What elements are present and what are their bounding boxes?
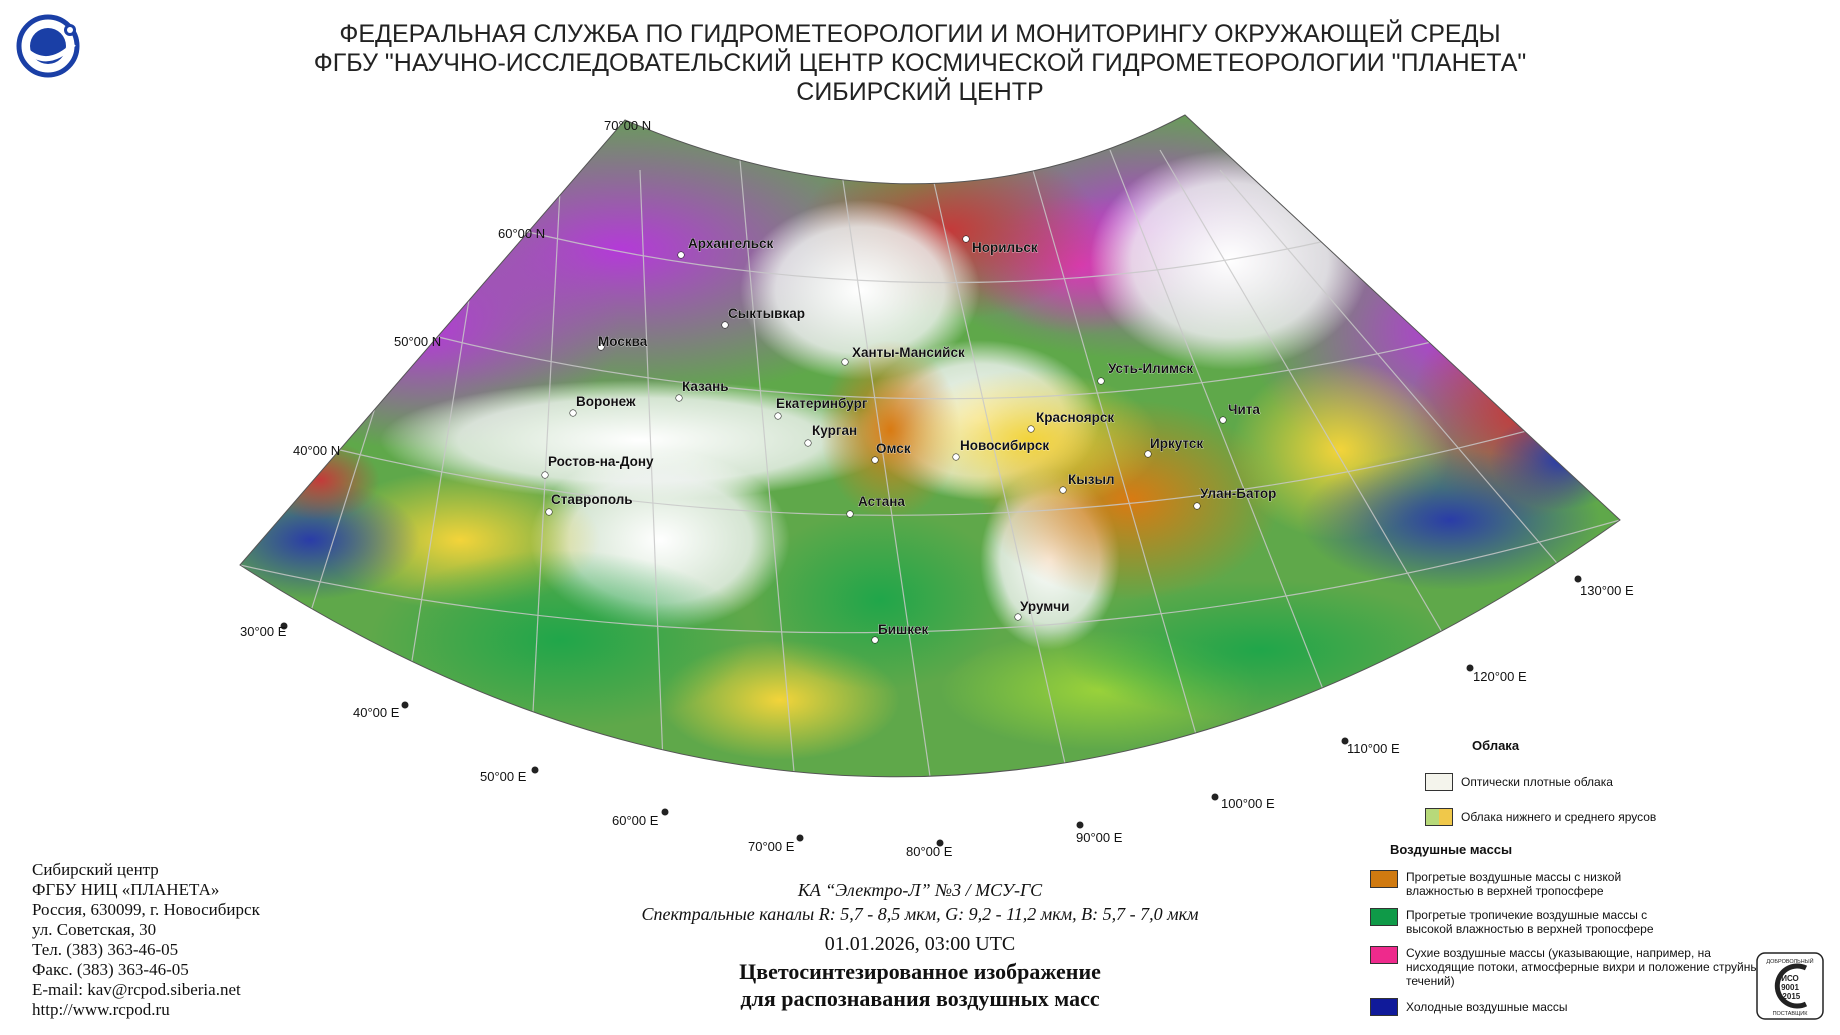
city-voronezh: Воронеж (576, 394, 636, 409)
city-rostov-on-don: Ростов-на-Дону (548, 454, 654, 469)
page-header: ФЕДЕРАЛЬНАЯ СЛУЖБА ПО ГИДРОМЕТЕОРОЛОГИИ … (150, 20, 1690, 107)
city-novosibirsk: Новосибирск (960, 438, 1049, 453)
legend-airmass-title: Воздушные массы (1390, 842, 1513, 857)
city-khanty-mansiysk: Ханты-Мансийск (852, 345, 965, 360)
legend-swatch (1370, 870, 1398, 888)
lon-label-50: 50°00 E (480, 769, 527, 784)
legend-clouds-title: Облака (1472, 738, 1520, 753)
legend-item-tropical-moist: Прогретые тропичекие воздушные массы с в… (1370, 908, 1656, 936)
legend-label: Холодные воздушные массы (1406, 1000, 1568, 1014)
legend-item-low-mid-clouds: Облака нижнего и среднего ярусов (1425, 808, 1811, 826)
legend-label: Облака нижнего и среднего ярусов (1461, 810, 1657, 824)
lat-label-60: 60°00 N (498, 226, 545, 241)
contact-line: Тел. (383) 363-46-05 (32, 940, 179, 959)
lon-label-40: 40°00 E (353, 705, 400, 720)
lon-label-60: 60°00 E (612, 813, 659, 828)
contact-website[interactable]: http://www.rcpod.ru (32, 1000, 170, 1019)
iso-certification-badge: ДОБРОВОЛЬНЫЙ ИСО 9001 -2015 ПОСТАВЩИК (1756, 952, 1824, 1020)
contact-line: Сибирский центр (32, 860, 159, 879)
map-frame (239, 114, 1621, 778)
graticule (240, 149, 1620, 777)
lon-label-70: 70°00 E (748, 839, 795, 854)
header-line-2: ФГБУ "НАУЧНО-ИССЛЕДОВАТЕЛЬСКИЙ ЦЕНТР КОС… (313, 49, 1527, 77)
legend-label: Сухие воздушные массы (указывающие, напр… (1406, 946, 1766, 988)
legend-swatch (1370, 998, 1398, 1016)
city-kazan: Казань (682, 379, 729, 394)
satellite-image (240, 115, 1620, 777)
iso-bottom-text: ПОСТАВЩИК (1773, 1011, 1809, 1017)
lon-label-100: 100°00 E (1221, 796, 1275, 811)
planeta-logo-icon (16, 14, 80, 78)
image-title-1: Цветосинтезированное изображение (739, 959, 1101, 984)
legend-swatch (1370, 908, 1398, 926)
lat-label-50: 50°00 N (394, 334, 441, 349)
city-irkutsk: Иркутск (1150, 436, 1203, 451)
lon-label-80: 80°00 E (906, 844, 953, 859)
city-arkhangelsk: Архангельск (688, 236, 774, 251)
city-astana: Астана (858, 494, 905, 509)
image-title-2: для распознавания воздушных масс (740, 986, 1100, 1011)
image-datetime: 01.01.2026, 03:00 UTC (824, 933, 1016, 955)
city-moscow: Москва (598, 334, 648, 349)
city-kurgan: Курган (812, 423, 857, 438)
city-chita: Чита (1228, 402, 1260, 417)
contact-email[interactable]: E-mail: kav@rcpod.siberia.net (32, 980, 241, 999)
legend-swatch (1425, 808, 1453, 826)
satellite-name: КА “Электро-Л” №3 / МСУ-ГС (797, 880, 1043, 900)
legend-swatch (1370, 946, 1398, 964)
spectral-channels: Спектральные каналы R: 5,7 - 8,5 мкм, G:… (641, 904, 1199, 924)
lat-label-40: 40°00 N (293, 443, 340, 458)
iso-text: ИСО (1781, 974, 1799, 983)
city-bishkek: Бишкек (878, 622, 929, 637)
image-caption: КА “Электро-Л” №3 / МСУ-ГС Спектральные … (520, 878, 1320, 1012)
contact-line: Россия, 630099, г. Новосибирск (32, 900, 260, 919)
city-krasnoyarsk: Красноярск (1036, 410, 1114, 425)
city-norilsk: Норильск (972, 240, 1038, 255)
iso-year: -2015 (1780, 992, 1801, 1001)
legend-swatch (1425, 773, 1453, 791)
legend-item-cold: Холодные воздушные массы (1370, 998, 1756, 1016)
lat-label-70: 70°00 N (604, 118, 651, 133)
legend-item-dense-clouds: Оптически плотные облака (1425, 773, 1811, 791)
iso-top-text: ДОБРОВОЛЬНЫЙ (1766, 957, 1813, 965)
legend-label: Прогретые воздушные массы с низкой влажн… (1406, 870, 1622, 898)
iso-number: 9001 (1781, 983, 1799, 992)
lon-label-130: 130°00 E (1580, 583, 1634, 598)
contact-info: Сибирский центр ФГБУ НИЦ «ПЛАНЕТА» Росси… (32, 860, 260, 1020)
legend-item-warm-dry: Прогретые воздушные массы с низкой влажн… (1370, 870, 1636, 898)
legend-label: Прогретые тропичекие воздушные массы с в… (1406, 908, 1654, 936)
city-urumqi: Урумчи (1020, 599, 1069, 614)
city-yekaterinburg: Екатеринбург (776, 396, 868, 411)
contact-line: ул. Советская, 30 (32, 920, 157, 939)
lon-label-120: 120°00 E (1473, 669, 1527, 684)
legend-item-dry: Сухие воздушные массы (указывающие, напр… (1370, 946, 1766, 988)
contact-line: Факс. (383) 363-46-05 (32, 960, 189, 979)
city-ulaanbaatar: Улан-Батор (1200, 486, 1276, 501)
lon-label-110: 110°00 E (1347, 741, 1400, 756)
city-kyzyl: Кызыл (1068, 472, 1115, 487)
header-line-3: СИБИРСКИЙ ЦЕНТР (796, 78, 1044, 106)
city-ust-ilimsk: Усть-Илимск (1108, 361, 1193, 376)
header-line-1: ФЕДЕРАЛЬНАЯ СЛУЖБА ПО ГИДРОМЕТЕОРОЛОГИИ … (339, 20, 1501, 48)
lon-label-90: 90°00 E (1076, 830, 1123, 845)
city-omsk: Омск (876, 441, 911, 456)
city-stavropol: Ставрополь (551, 492, 633, 507)
city-syktyvkar: Сыктывкар (728, 306, 805, 321)
legend-label: Оптически плотные облака (1461, 775, 1613, 789)
contact-line: ФГБУ НИЦ «ПЛАНЕТА» (32, 880, 220, 899)
lon-label-30: 30°00 E (240, 624, 287, 639)
